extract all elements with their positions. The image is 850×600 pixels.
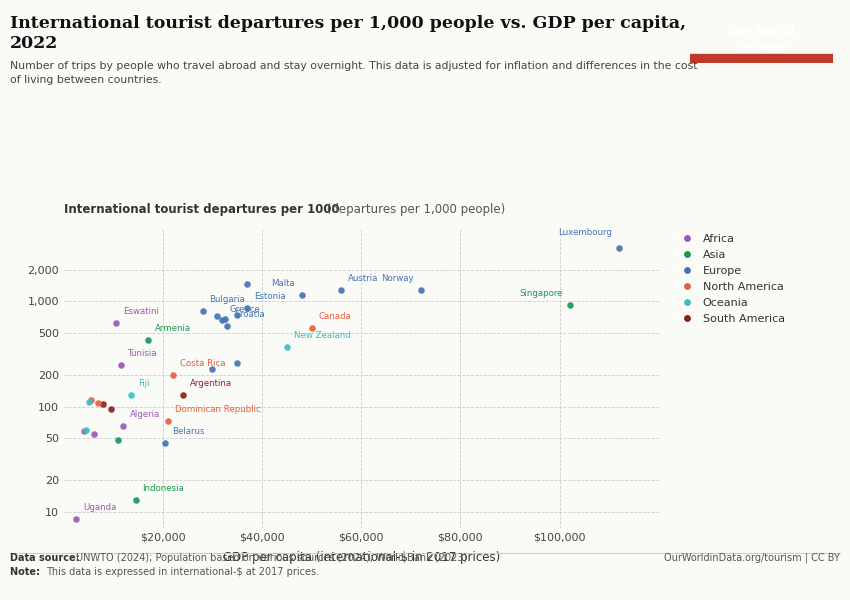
Text: Greece: Greece [230,305,260,314]
Text: Belarus: Belarus [173,427,205,436]
Point [84,395,98,405]
Text: Malta: Malta [271,279,295,288]
Point [76,427,90,436]
Text: Costa Rica: Costa Rica [180,359,225,368]
Text: Data source:: Data source: [10,553,83,563]
Point [161,416,175,426]
Text: Armenia: Armenia [155,324,191,333]
Text: Eswatini: Eswatini [122,307,159,316]
Text: Argentina: Argentina [190,379,232,388]
Point [335,286,348,295]
Text: Luxembourg: Luxembourg [558,228,612,237]
Point [211,311,224,321]
Text: Note:: Note: [10,567,43,577]
Point [92,398,105,408]
Point [114,360,128,370]
Text: Number of trips by people who travel abroad and stay overnight. This data is adj: Number of trips by people who travel abr… [10,61,698,85]
Text: Bulgaria: Bulgaria [210,295,246,304]
Text: UNWTO (2024); Population based on various sources (2024); World Bank (2023): UNWTO (2024); Population based on variou… [76,553,468,563]
Point [218,314,232,324]
Point [241,303,254,313]
Text: Canada: Canada [319,312,351,321]
Point [220,321,234,331]
Point [70,514,83,524]
X-axis label: GDP per capita (international-$ in 2017 prices): GDP per capita (international-$ in 2017 … [223,551,500,564]
Point [97,400,110,409]
Text: (departures per 1,000 people): (departures per 1,000 people) [322,203,505,216]
Point [280,342,294,352]
Point [414,286,428,295]
Point [216,316,230,325]
Text: Dominican Republic: Dominican Republic [175,405,261,414]
Text: Our World: Our World [728,25,795,38]
Point [176,390,190,400]
Point [79,425,93,435]
Point [305,323,319,333]
Point [206,364,219,373]
Point [612,244,626,253]
Text: Singapore: Singapore [519,289,563,298]
Text: Uganda: Uganda [83,503,116,512]
Bar [690,54,833,63]
Point [196,306,209,316]
Point [166,370,179,380]
Text: Algeria: Algeria [130,410,161,419]
Point [111,436,125,445]
Text: Estonia: Estonia [254,292,286,301]
Text: in Data: in Data [738,41,785,54]
Point [124,390,138,400]
Point [141,335,155,345]
Text: New Zealand: New Zealand [294,331,350,340]
Point [116,421,130,431]
Point [563,301,576,310]
Text: This data is expressed in international-$ at 2017 prices.: This data is expressed in international-… [46,567,319,577]
Point [230,310,244,319]
Text: OurWorldinData.org/tourism | CC BY: OurWorldinData.org/tourism | CC BY [664,552,840,563]
Text: Norway: Norway [381,274,414,283]
Text: Tunisia: Tunisia [128,349,157,358]
Text: Fiji: Fiji [138,379,149,388]
Point [109,319,122,328]
Text: Indonesia: Indonesia [143,484,184,493]
Point [82,397,95,407]
Point [230,358,244,368]
Text: 2022: 2022 [10,35,59,52]
Point [129,495,143,505]
Point [295,290,309,300]
Point [87,429,100,439]
Text: International tourist departures per 1,000 people vs. GDP per capita,: International tourist departures per 1,0… [10,15,686,32]
Point [104,404,117,414]
Legend: Africa, Asia, Europe, North America, Oceania, South America: Africa, Asia, Europe, North America, Oce… [677,233,785,324]
Text: Austria: Austria [348,274,379,283]
Text: International tourist departures per 1000: International tourist departures per 100… [64,203,339,216]
Point [241,279,254,289]
Text: Croatia: Croatia [235,310,265,319]
Point [159,438,173,448]
